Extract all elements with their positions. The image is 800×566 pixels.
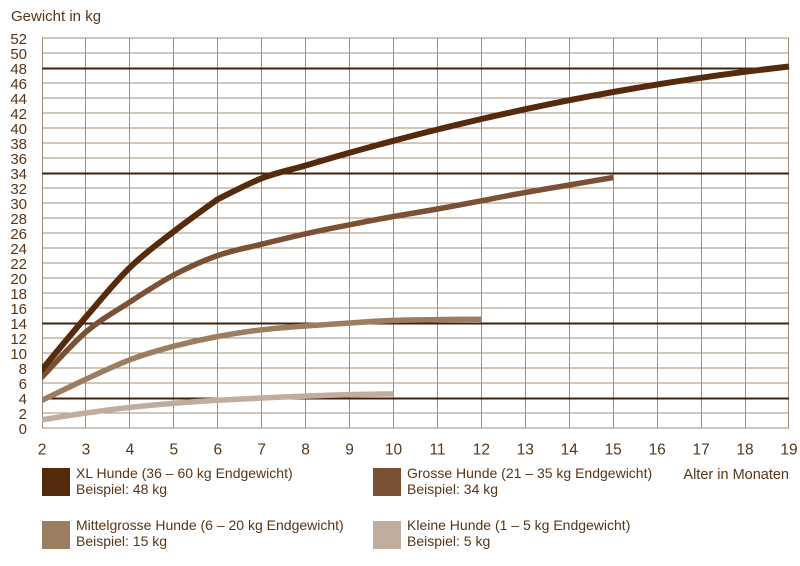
svg-text:14: 14 <box>561 442 579 459</box>
svg-text:11: 11 <box>429 442 445 459</box>
svg-text:12: 12 <box>10 331 27 348</box>
svg-text:Gewicht in kg: Gewicht in kg <box>11 8 101 25</box>
svg-text:44: 44 <box>10 91 27 108</box>
svg-text:14: 14 <box>10 316 27 333</box>
svg-text:5: 5 <box>169 442 178 459</box>
svg-text:6: 6 <box>213 442 222 459</box>
svg-text:8: 8 <box>301 442 310 459</box>
svg-text:26: 26 <box>10 226 27 243</box>
svg-text:Alter in Monaten: Alter in Monaten <box>683 467 789 483</box>
svg-text:17: 17 <box>692 442 709 459</box>
svg-text:20: 20 <box>10 271 27 288</box>
svg-text:16: 16 <box>10 301 27 318</box>
svg-text:Mittelgrosse Hunde (6 – 20 kg: Mittelgrosse Hunde (6 – 20 kg Endgewicht… <box>76 517 344 533</box>
svg-text:Beispiel: 15 kg: Beispiel: 15 kg <box>76 533 167 549</box>
svg-text:8: 8 <box>19 361 27 378</box>
svg-text:18: 18 <box>10 286 27 303</box>
svg-text:32: 32 <box>10 181 27 198</box>
svg-text:2: 2 <box>19 406 27 423</box>
svg-text:42: 42 <box>10 106 27 123</box>
svg-text:Beispiel: 48 kg: Beispiel: 48 kg <box>76 481 167 497</box>
svg-text:2: 2 <box>38 442 47 459</box>
svg-text:3: 3 <box>82 442 91 459</box>
svg-text:46: 46 <box>10 76 27 93</box>
svg-text:30: 30 <box>10 196 27 213</box>
svg-text:13: 13 <box>517 442 534 459</box>
svg-text:52: 52 <box>10 31 27 48</box>
svg-text:19: 19 <box>780 442 797 459</box>
svg-text:Kleine Hunde (1 – 5 kg Endgewi: Kleine Hunde (1 – 5 kg Endgewicht) <box>407 517 630 533</box>
svg-text:18: 18 <box>736 442 753 459</box>
svg-text:22: 22 <box>10 256 27 273</box>
svg-text:7: 7 <box>257 442 266 459</box>
svg-text:4: 4 <box>19 391 27 408</box>
svg-text:0: 0 <box>19 421 27 438</box>
svg-text:10: 10 <box>10 346 27 363</box>
svg-text:48: 48 <box>10 61 27 78</box>
svg-text:36: 36 <box>10 151 27 168</box>
svg-text:24: 24 <box>10 241 27 258</box>
svg-text:6: 6 <box>19 376 27 393</box>
svg-text:Beispiel: 5 kg: Beispiel: 5 kg <box>407 533 490 549</box>
svg-text:9: 9 <box>345 442 354 459</box>
svg-text:50: 50 <box>10 46 27 63</box>
svg-text:28: 28 <box>10 211 27 228</box>
svg-text:Grosse Hunde (21 – 35 kg Endge: Grosse Hunde (21 – 35 kg Endgewicht) <box>407 465 652 481</box>
svg-text:34: 34 <box>10 166 27 183</box>
svg-text:4: 4 <box>126 442 135 459</box>
svg-text:38: 38 <box>10 136 27 153</box>
svg-text:XL Hunde (36 – 60 kg Endgewich: XL Hunde (36 – 60 kg Endgewicht) <box>76 465 293 481</box>
svg-text:Beispiel: 34 kg: Beispiel: 34 kg <box>407 481 498 497</box>
svg-text:40: 40 <box>10 121 27 138</box>
svg-text:10: 10 <box>385 442 403 459</box>
svg-text:12: 12 <box>473 442 490 459</box>
svg-text:16: 16 <box>649 442 666 459</box>
svg-text:15: 15 <box>605 442 622 459</box>
